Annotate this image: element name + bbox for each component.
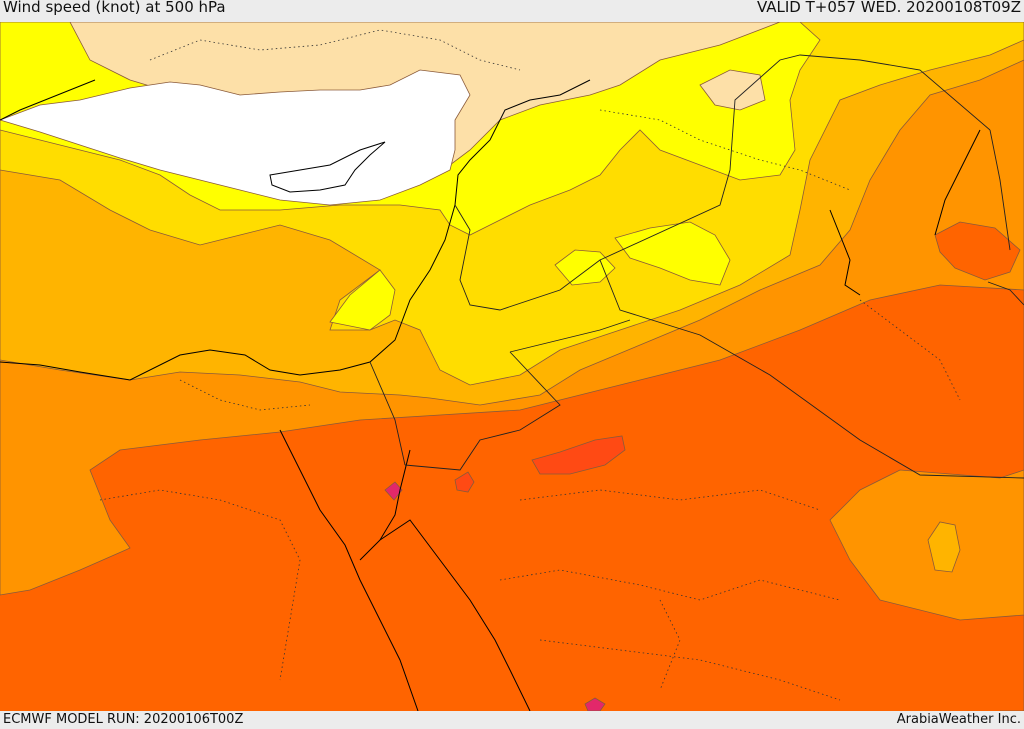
- wind-max-east: [934, 221, 1021, 281]
- wind-max-magenta-south: [584, 697, 606, 711]
- valid-time: VALID T+057 WED. 20200108T09Z: [756, 0, 1021, 16]
- jet-core-south-small: [454, 471, 475, 493]
- jet-core-center: [531, 435, 626, 475]
- model-run-label: ECMWF MODEL RUN: 20200106T00Z: [3, 712, 244, 727]
- yellow-blob-sw: [329, 269, 396, 331]
- map-title: Wind speed (knot) at 500 hPa: [3, 0, 226, 16]
- wind-max-magenta: [384, 481, 403, 501]
- credit-label: ArabiaWeather Inc.: [896, 712, 1021, 727]
- yellow-blob-center: [554, 249, 616, 286]
- coastlines: [0, 79, 981, 711]
- calm-white-area: [0, 69, 471, 206]
- country-borders: [369, 54, 1024, 479]
- amber-blob-se: [927, 521, 961, 573]
- map-footer: ECMWF MODEL RUN: 20200106T00Z ArabiaWeat…: [0, 711, 1024, 729]
- admin-boundaries: [99, 29, 961, 701]
- map-header: Wind speed (knot) at 500 hPa VALID T+057…: [0, 0, 1024, 22]
- pale-blob-ne: [699, 69, 766, 111]
- wind-speed-map: [0, 22, 1024, 711]
- yellow-blob-east: [614, 221, 731, 286]
